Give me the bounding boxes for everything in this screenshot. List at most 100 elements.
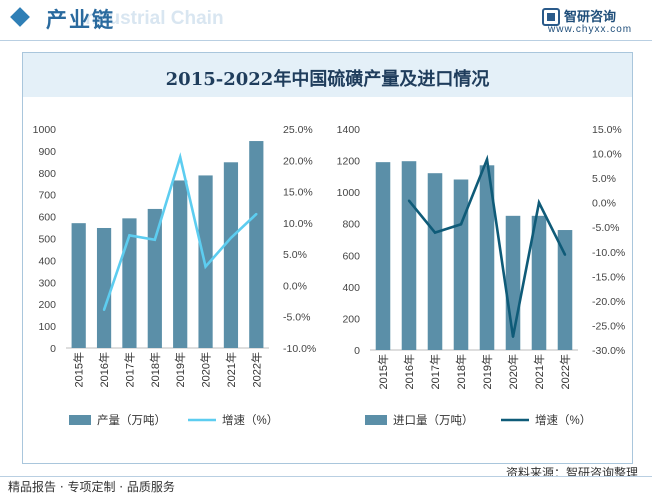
left-axis-tick: 700 bbox=[38, 190, 56, 202]
category-label: 2016年 bbox=[97, 352, 111, 387]
footer-bar: 精品报告 · 专项定制 · 品质服务 bbox=[0, 476, 652, 495]
right-axis-tick: 10.0% bbox=[592, 149, 622, 161]
category-label: 2018年 bbox=[454, 354, 468, 389]
right-axis-tick: 25.0% bbox=[283, 124, 313, 136]
bar bbox=[71, 223, 86, 348]
growth-point bbox=[459, 223, 463, 226]
chart-title: 2015-2022年中国硫磺产量及进口情况 bbox=[165, 69, 490, 90]
brand-logo: 智研咨询 www.chyxx.com bbox=[542, 6, 638, 36]
bar bbox=[173, 180, 188, 348]
right-axis-tick: 15.0% bbox=[592, 124, 622, 136]
left-axis-tick: 900 bbox=[38, 146, 56, 158]
right-axis-tick: -30.0% bbox=[592, 345, 625, 357]
category-label: 2015年 bbox=[376, 354, 390, 389]
left-axis-tick: 800 bbox=[342, 219, 360, 231]
growth-point bbox=[511, 335, 515, 338]
right-axis-tick: 5.0% bbox=[283, 249, 307, 261]
bar bbox=[223, 162, 239, 348]
category-label: 2017年 bbox=[428, 354, 442, 389]
growth-point bbox=[433, 231, 437, 234]
bar bbox=[479, 165, 495, 350]
chart-panel: 2015-2022年中国硫磺产量及进口情况 0 100 200 300 400 500 60… bbox=[22, 52, 633, 464]
right-axis-tick: -5.0% bbox=[592, 222, 619, 234]
right-axis-tick: 5.0% bbox=[592, 173, 616, 185]
growth-point bbox=[255, 212, 258, 216]
right-axis-tick: -5.0% bbox=[283, 312, 310, 324]
left-axis-tick: 400 bbox=[38, 255, 56, 267]
left-axis-tick: 0 bbox=[354, 345, 360, 357]
brand-logo-icon bbox=[542, 8, 560, 26]
growth-point bbox=[128, 234, 131, 237]
bar bbox=[427, 173, 443, 350]
right-axis-tick: -15.0% bbox=[592, 271, 625, 283]
category-label: 2021年 bbox=[224, 352, 238, 387]
right-axis-tick: -10.0% bbox=[283, 343, 316, 355]
category-label: 2022年 bbox=[249, 352, 263, 387]
left-axis-tick: 1200 bbox=[337, 156, 361, 168]
left-axis-tick: 1000 bbox=[33, 124, 57, 136]
right-axis-tick: -20.0% bbox=[592, 296, 625, 308]
legend-line-label: 增速（%） bbox=[535, 413, 591, 427]
bar bbox=[96, 227, 112, 348]
header-bar: Industrial Chain 产业链 智研咨询 www.chyxx.com bbox=[0, 0, 652, 40]
left-axis-tick: 1400 bbox=[337, 124, 361, 136]
left-axis-tick: 300 bbox=[38, 277, 56, 289]
category-label: 2021年 bbox=[532, 354, 546, 389]
category-label: 2019年 bbox=[480, 354, 494, 389]
header-watermark: Industrial Chain bbox=[80, 8, 224, 29]
left-axis-tick: 200 bbox=[38, 299, 56, 311]
left-axis-tick: 500 bbox=[38, 234, 56, 246]
category-label: 2020年 bbox=[199, 352, 213, 387]
brand-url: www.chyxx.com bbox=[548, 24, 633, 35]
growth-point bbox=[407, 199, 411, 202]
right-axis-tick: -10.0% bbox=[592, 247, 625, 259]
legend-bar-swatch bbox=[365, 415, 387, 425]
legend-line-label: 增速（%） bbox=[222, 413, 278, 427]
right-axis-tick: -25.0% bbox=[592, 320, 625, 332]
left-axis-tick: 600 bbox=[342, 250, 360, 262]
category-label: 2020年 bbox=[506, 354, 520, 389]
legend-bar-label: 进口量（万吨） bbox=[393, 414, 474, 427]
brand-name: 智研咨询 bbox=[564, 10, 617, 25]
page-title: 产业链 bbox=[46, 8, 115, 32]
left-axis-tick: 400 bbox=[342, 282, 360, 294]
bar bbox=[531, 215, 547, 350]
growth-point bbox=[537, 201, 541, 204]
right-axis-tick: 0.0% bbox=[592, 198, 616, 210]
right-axis-tick: 20.0% bbox=[283, 155, 313, 167]
bar bbox=[147, 208, 162, 348]
left-axis-tick: 200 bbox=[342, 313, 360, 325]
left-axis-tick: 800 bbox=[38, 168, 56, 180]
import-chart: 0 200 400 600 800 1000 1200 1400 -30.0% -25.0% -20… bbox=[337, 124, 626, 427]
right-axis-tick: 15.0% bbox=[283, 187, 313, 199]
footer-divider bbox=[0, 476, 652, 477]
growth-point bbox=[153, 238, 157, 241]
bar bbox=[375, 162, 391, 350]
left-axis-tick: 0 bbox=[50, 343, 56, 355]
growth-point bbox=[229, 236, 233, 240]
left-axis-tick: 100 bbox=[38, 321, 56, 333]
diamond-icon bbox=[10, 7, 30, 27]
footer-tagline: 精品报告 · 专项定制 · 品质服务 bbox=[8, 480, 175, 494]
right-axis-tick: 0.0% bbox=[283, 280, 307, 292]
category-label: 2022年 bbox=[558, 354, 572, 389]
growth-point bbox=[102, 308, 106, 312]
header-divider bbox=[0, 40, 652, 41]
left-axis-tick: 1000 bbox=[337, 187, 361, 199]
title-band: 2015-2022年中国硫磺产量及进口情况 bbox=[23, 53, 632, 97]
bar bbox=[122, 218, 137, 348]
category-label: 2016年 bbox=[402, 354, 416, 389]
legend-bar-swatch bbox=[69, 415, 91, 425]
bar bbox=[401, 161, 417, 350]
growth-point bbox=[563, 253, 567, 256]
category-label: 2018年 bbox=[148, 352, 162, 387]
bar bbox=[557, 230, 573, 350]
legend-bar-label: 产量（万吨） bbox=[97, 413, 166, 427]
growth-point bbox=[204, 265, 207, 268]
category-label: 2017年 bbox=[122, 352, 136, 387]
bar bbox=[249, 141, 264, 348]
production-chart: 0 100 200 300 400 500 600 700 800 900 1000 -10.0% -5… bbox=[33, 124, 317, 427]
left-axis-tick: 600 bbox=[38, 212, 56, 224]
growth-point bbox=[178, 155, 182, 159]
growth-point bbox=[485, 158, 489, 161]
